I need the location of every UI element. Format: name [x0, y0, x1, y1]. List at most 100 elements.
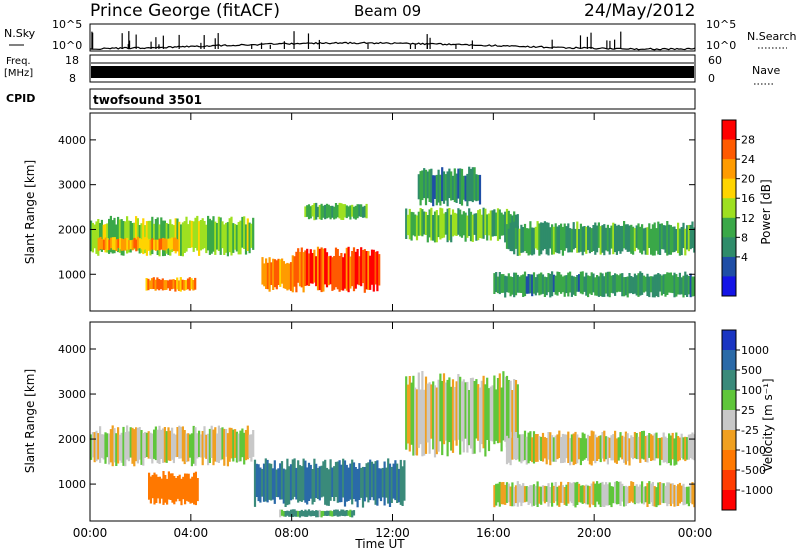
power-cell: [432, 175, 435, 207]
velocity-cell: [662, 483, 665, 504]
power-cell: [428, 169, 431, 202]
power-cell: [441, 167, 444, 202]
power-cell: [554, 223, 557, 253]
velocity-cell: [298, 510, 302, 518]
power-cell: [572, 276, 575, 295]
velocity-cell: [556, 434, 559, 460]
velocity-cell: [637, 436, 640, 460]
power-cell: [525, 276, 528, 294]
velocity-cell: [282, 511, 285, 517]
power-cell: [108, 239, 111, 250]
power-cell: [196, 215, 199, 251]
velocity-cell: [545, 486, 548, 502]
velocity-cell: [531, 485, 534, 507]
power-cell: [617, 275, 620, 292]
power-cell: [367, 251, 370, 290]
power-cell: [660, 275, 663, 296]
power-cell: [356, 249, 359, 285]
power-cell: [140, 239, 143, 250]
power-cell: [181, 222, 184, 257]
power-cell: [252, 217, 255, 250]
velocity-cell: [149, 476, 152, 504]
velocity-cell: [587, 485, 590, 505]
power-cell: [304, 206, 307, 218]
colorbar-tick-label: 16: [741, 192, 755, 205]
velocity-cell: [189, 478, 192, 504]
power-cell: [97, 219, 100, 256]
power-cell: [154, 279, 157, 291]
velocity-cell: [307, 462, 311, 501]
power-cell: [659, 223, 662, 255]
noise-tick-bottom: 10^0: [52, 39, 82, 52]
velocity-cell: [153, 472, 156, 505]
power-colorbar-label: Power [dB]: [759, 179, 773, 244]
velocity-cell: [686, 437, 689, 460]
velocity-heatmap: [90, 371, 696, 518]
power-cell: [689, 273, 692, 298]
power-cell: [424, 169, 428, 206]
colorbar-swatch: [722, 276, 736, 297]
velocity-cell: [99, 426, 102, 463]
velocity-cell: [610, 486, 613, 508]
velocity-colorbar-label: Velocity [m s⁻¹]: [761, 378, 775, 471]
velocity-cell: [399, 459, 402, 505]
power-cell: [572, 222, 575, 250]
velocity-cell: [650, 434, 653, 461]
power-cell: [675, 274, 678, 297]
velocity-cell: [569, 482, 572, 502]
velocity-cell: [628, 485, 631, 503]
velocity-cell: [203, 426, 206, 458]
power-cell: [457, 168, 460, 199]
velocity-cell: [166, 478, 169, 505]
velocity-cell: [126, 425, 129, 460]
velocity-cell: [677, 484, 680, 506]
colorbar-tick-label: 28: [741, 134, 755, 147]
power-cell: [250, 223, 253, 248]
colorbar-swatch: [722, 470, 736, 491]
velocity-cell: [525, 436, 528, 465]
velocity-cell: [185, 473, 188, 501]
velocity-cell: [181, 426, 184, 462]
power-cell: [281, 258, 284, 284]
power-cell: [549, 227, 552, 249]
power-cell: [504, 211, 507, 243]
power-cell: [160, 217, 163, 249]
power-cell: [221, 221, 224, 249]
power-cell: [545, 222, 548, 255]
power-cell: [592, 225, 595, 251]
velocity-cell: [570, 434, 573, 462]
power-cell: [599, 226, 602, 255]
power-cell: [189, 220, 192, 248]
power-cell: [532, 227, 536, 255]
power-cell: [235, 224, 238, 252]
power-cell: [509, 222, 512, 252]
velocity-cell: [617, 437, 620, 461]
velocity-cell: [579, 485, 582, 503]
power-cell: [581, 226, 584, 256]
velocity-cell: [536, 434, 539, 462]
power-cell: [168, 279, 172, 291]
velocity-cell: [686, 486, 689, 504]
velocity-cell: [306, 467, 309, 505]
velocity-cell: [309, 464, 312, 499]
velocity-cell: [567, 431, 570, 463]
velocity-cell: [410, 382, 413, 445]
power-cell: [410, 211, 413, 241]
velocity-cell: [552, 437, 555, 462]
velocity-cell: [149, 432, 152, 459]
power-cell: [334, 203, 338, 219]
power-cell: [605, 272, 608, 294]
velocity-cell: [514, 380, 518, 441]
power-cell: [651, 224, 654, 256]
velocity-cell: [520, 434, 523, 464]
power-cell: [90, 220, 93, 252]
velocity-cell: [284, 469, 287, 507]
velocity-cell: [345, 510, 348, 516]
power-cell: [241, 216, 244, 248]
velocity-panel: 4000 3000 2000 1000 Slant Range [km] 1000 50…: [23, 321, 775, 522]
y-tick-label: 3000: [58, 388, 86, 401]
power-cell: [363, 205, 366, 218]
power-cell: [183, 221, 186, 253]
velocity-cell: [507, 380, 510, 449]
power-cell: [460, 214, 464, 238]
